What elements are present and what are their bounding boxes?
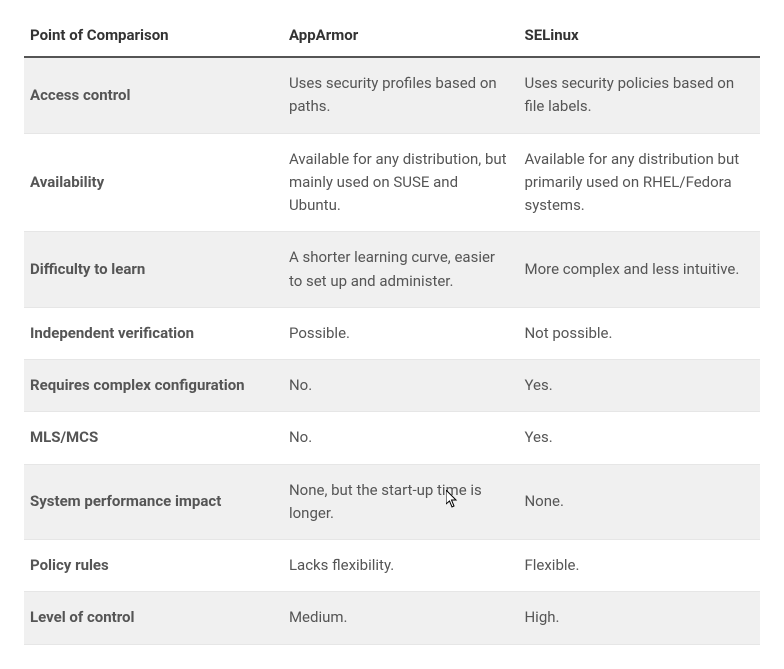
column-header: Point of Comparison bbox=[24, 16, 289, 57]
table-row: MLS/MCS No. Yes. bbox=[24, 412, 760, 464]
cell: A shorter learning curve, easier to set … bbox=[289, 232, 525, 308]
table-row: Level of control Medium. High. bbox=[24, 592, 760, 644]
table-body: Access control Uses security profiles ba… bbox=[24, 57, 760, 644]
cell: High. bbox=[524, 592, 760, 644]
cell: Available for any distribution, but main… bbox=[289, 133, 525, 232]
table-row: Independent verification Possible. Not p… bbox=[24, 307, 760, 359]
column-header: AppArmor bbox=[289, 16, 525, 57]
cell: Uses security profiles based on paths. bbox=[289, 57, 525, 133]
cell: Flexible. bbox=[524, 540, 760, 592]
row-label: MLS/MCS bbox=[24, 412, 289, 464]
row-label: Access control bbox=[24, 57, 289, 133]
cell: Uses security policies based on file lab… bbox=[524, 57, 760, 133]
cell: Not possible. bbox=[524, 307, 760, 359]
table-row: Difficulty to learn A shorter learning c… bbox=[24, 232, 760, 308]
cell: No. bbox=[289, 412, 525, 464]
table-row: Availability Available for any distribut… bbox=[24, 133, 760, 232]
column-header: SELinux bbox=[524, 16, 760, 57]
row-label: Policy rules bbox=[24, 540, 289, 592]
cell: More complex and less intuitive. bbox=[524, 232, 760, 308]
row-label: System performance impact bbox=[24, 464, 289, 540]
cell: Yes. bbox=[524, 360, 760, 412]
row-label: Level of control bbox=[24, 592, 289, 644]
table-row: Access control Uses security profiles ba… bbox=[24, 57, 760, 133]
cell: Lacks flexibility. bbox=[289, 540, 525, 592]
cell: None, but the start-up time is longer. bbox=[289, 464, 525, 540]
comparison-table: Point of Comparison AppArmor SELinux Acc… bbox=[24, 16, 760, 645]
table-row: System performance impact None, but the … bbox=[24, 464, 760, 540]
cell: No. bbox=[289, 360, 525, 412]
cell: None. bbox=[524, 464, 760, 540]
table-row: Policy rules Lacks flexibility. Flexible… bbox=[24, 540, 760, 592]
cell: Possible. bbox=[289, 307, 525, 359]
row-label: Availability bbox=[24, 133, 289, 232]
row-label: Difficulty to learn bbox=[24, 232, 289, 308]
cell: Medium. bbox=[289, 592, 525, 644]
cell: Available for any distribution but prima… bbox=[524, 133, 760, 232]
row-label: Independent verification bbox=[24, 307, 289, 359]
table-row: Requires complex configuration No. Yes. bbox=[24, 360, 760, 412]
table-header-row: Point of Comparison AppArmor SELinux bbox=[24, 16, 760, 57]
row-label: Requires complex configuration bbox=[24, 360, 289, 412]
cell: Yes. bbox=[524, 412, 760, 464]
